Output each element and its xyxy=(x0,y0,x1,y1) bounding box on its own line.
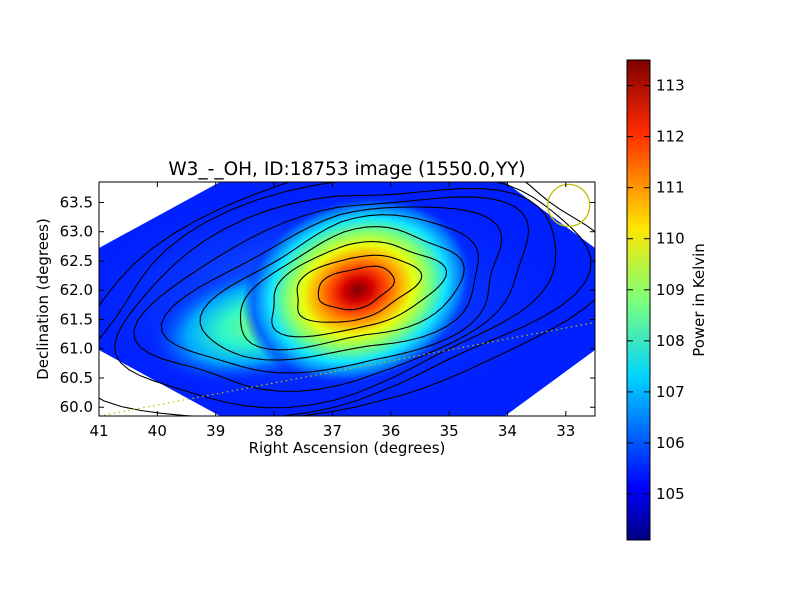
x-tick-label: 35 xyxy=(440,422,459,440)
contour-line xyxy=(239,226,465,351)
x-tick-label: 40 xyxy=(148,422,167,440)
y-tick-label: 60.0 xyxy=(60,398,93,416)
contour-line xyxy=(160,206,503,374)
contour-line xyxy=(296,254,423,323)
x-tick-label: 41 xyxy=(89,422,108,440)
colorbar-tick-label: 112 xyxy=(656,128,685,146)
colorbar: 105 106 107 108 109 110 111 112 113 Power in Kel… xyxy=(626,59,708,541)
x-tick-label: 39 xyxy=(206,422,225,440)
beam-circle xyxy=(547,183,591,228)
contour-line xyxy=(99,182,595,416)
contour-lines xyxy=(99,182,595,416)
colorbar-gradient xyxy=(626,59,651,541)
contour-line xyxy=(99,182,592,416)
chart-title: W3_-_OH, ID:18753 image (1550.0,YY) xyxy=(168,159,525,180)
x-tick-label: 33 xyxy=(556,422,575,440)
contour-line xyxy=(133,196,530,392)
y-tick-label: 62.0 xyxy=(60,281,93,299)
colorbar-ticks: 105 106 107 108 109 110 111 112 113 xyxy=(627,77,685,503)
x-tick-label: 34 xyxy=(498,422,517,440)
dotted-reference-line xyxy=(99,321,595,416)
contour-line xyxy=(271,240,448,338)
colorbar-tick-label: 106 xyxy=(656,434,685,452)
colorbar-tick-label: 113 xyxy=(656,77,685,95)
y-tick-label: 63.5 xyxy=(60,193,93,211)
colorbar-tick-label: 105 xyxy=(656,485,685,503)
y-axis-label: Declination (degrees) xyxy=(34,218,52,380)
colorbar-tick-label: 108 xyxy=(656,332,685,350)
x-tick-label: 37 xyxy=(323,422,342,440)
x-tick-label: 36 xyxy=(381,422,400,440)
y-axis-ticks: 60.0 60.5 61.0 61.5 62.0 62.5 63.0 63.5 xyxy=(60,193,595,416)
contour-line xyxy=(199,214,479,361)
contour-line xyxy=(317,265,395,311)
x-tick-label: 38 xyxy=(265,422,284,440)
y-tick-label: 60.5 xyxy=(60,369,93,387)
emission-core xyxy=(242,195,474,385)
colorbar-tick-label: 110 xyxy=(656,230,685,248)
y-tick-label: 62.5 xyxy=(60,252,93,270)
y-tick-label: 61.0 xyxy=(60,340,93,358)
colorbar-tick-label: 111 xyxy=(656,179,685,197)
plot-area xyxy=(99,182,595,416)
colorbar-tick-label: 107 xyxy=(656,383,685,401)
contour-line xyxy=(114,188,557,409)
colorbar-label: Power in Kelvin xyxy=(690,243,708,357)
x-axis-ticks: 41 40 39 38 37 36 35 34 33 xyxy=(89,182,575,440)
y-tick-label: 63.0 xyxy=(60,223,93,241)
x-axis-label: Right Ascension (degrees) xyxy=(249,439,446,457)
y-tick-label: 61.5 xyxy=(60,310,93,328)
colorbar-tick-label: 109 xyxy=(656,281,685,299)
plot-frame xyxy=(98,181,596,417)
